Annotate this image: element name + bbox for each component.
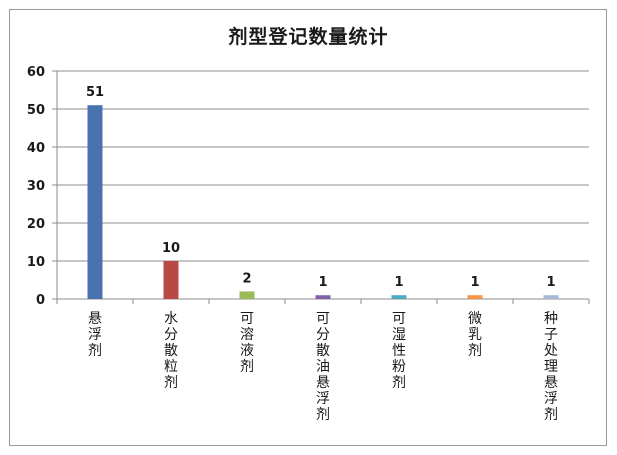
category-label: 微乳剂 <box>468 311 482 359</box>
category-label: 可分散油悬浮剂 <box>316 311 330 423</box>
data-label: 10 <box>162 241 180 256</box>
category-label: 水分散粒剂 <box>164 311 178 391</box>
y-tick-label: 60 <box>27 65 45 80</box>
bar <box>87 105 103 299</box>
y-tick-label: 40 <box>27 141 45 156</box>
bar <box>543 295 559 299</box>
bar <box>391 295 407 299</box>
y-tick-label: 10 <box>27 255 45 270</box>
data-label: 1 <box>546 275 555 290</box>
chart-title: 剂型登记数量统计 <box>228 26 389 48</box>
data-label: 51 <box>86 85 104 100</box>
category-label: 可湿性粉剂 <box>392 311 406 391</box>
bar <box>467 295 483 299</box>
bar <box>315 295 331 299</box>
gridlines <box>57 70 589 262</box>
bars <box>87 105 559 299</box>
category-label: 悬浮剂 <box>88 311 102 359</box>
y-tick-label: 50 <box>27 103 45 118</box>
bar <box>163 261 179 299</box>
bar <box>239 291 255 299</box>
labels: 0 10 20 30 40 50 60 51 悬浮剂 10 水分散粒剂 2 可溶液剂 1 可分散油悬浮剂 1 可… <box>27 65 558 423</box>
category-label: 可溶液剂 <box>240 311 254 375</box>
chart-frame <box>9 9 607 446</box>
y-tick-label: 20 <box>27 217 45 232</box>
data-label: 1 <box>318 275 327 290</box>
data-label: 2 <box>242 271 251 286</box>
data-label: 1 <box>394 275 403 290</box>
category-label: 种子处理悬浮剂 <box>544 311 558 423</box>
axes <box>52 70 590 304</box>
y-tick-label: 30 <box>27 179 45 194</box>
data-label: 1 <box>470 275 479 290</box>
y-tick-label: 0 <box>36 293 45 308</box>
